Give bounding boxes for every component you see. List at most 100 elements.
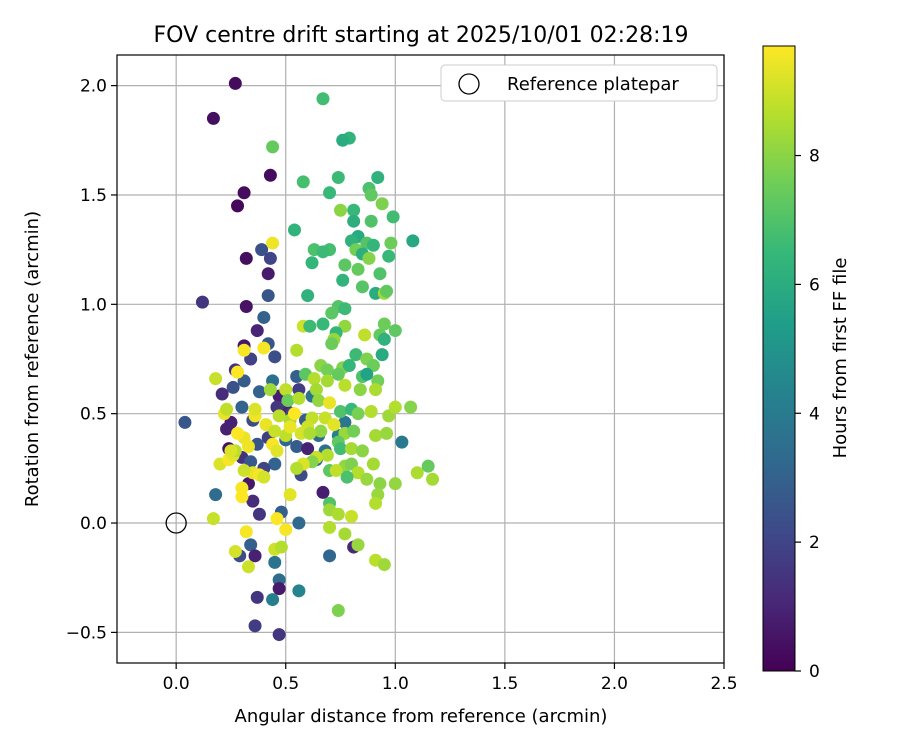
data-point — [388, 400, 402, 414]
data-point — [301, 289, 315, 303]
data-point — [380, 426, 394, 440]
data-point — [323, 186, 337, 200]
data-point — [316, 317, 330, 331]
data-point — [406, 234, 420, 248]
data-point — [303, 319, 317, 333]
data-point — [290, 343, 304, 357]
data-point — [338, 302, 352, 316]
data-point — [338, 258, 352, 272]
data-point — [347, 214, 361, 228]
data-point — [231, 199, 245, 213]
data-point — [287, 223, 301, 237]
data-point — [327, 418, 341, 432]
data-point — [395, 435, 409, 449]
grid-lines — [117, 55, 725, 663]
data-point — [292, 391, 306, 405]
data-point — [366, 457, 380, 471]
y-tick-label: −0.5 — [66, 623, 107, 643]
data-point — [281, 394, 295, 408]
colorbar-tick-label: 8 — [809, 147, 820, 167]
data-point — [325, 337, 339, 351]
legend-marker-reference — [458, 73, 480, 95]
data-point — [239, 251, 253, 265]
data-point — [426, 472, 440, 486]
data-point — [312, 394, 326, 408]
data-point — [215, 387, 229, 401]
data-point — [360, 472, 374, 486]
data-point — [377, 558, 391, 572]
y-tick-label: 2.0 — [80, 77, 107, 97]
data-point — [421, 459, 435, 473]
data-point — [349, 348, 363, 362]
data-point — [248, 402, 262, 416]
data-points — [165, 76, 440, 642]
data-point — [364, 404, 378, 418]
data-point — [334, 404, 348, 418]
data-point — [336, 273, 350, 287]
data-point — [305, 256, 319, 270]
data-point — [268, 350, 282, 364]
data-point — [386, 210, 400, 224]
data-point — [366, 238, 380, 252]
data-point — [268, 457, 282, 471]
data-point — [248, 549, 262, 563]
data-point — [255, 243, 269, 257]
y-axis-ticks: −0.5 0.0 0.5 1.0 1.5 2.0 — [66, 77, 117, 643]
data-point — [283, 420, 297, 434]
data-point — [283, 488, 297, 502]
data-point — [239, 300, 253, 314]
data-point — [250, 324, 264, 338]
data-point — [263, 383, 277, 397]
data-point — [239, 525, 253, 539]
data-point — [380, 284, 394, 298]
data-point — [344, 442, 358, 456]
data-point — [320, 374, 334, 388]
x-axis-label: Angular distance from reference (arcmin) — [235, 706, 608, 727]
data-point — [272, 628, 286, 642]
data-point — [314, 424, 328, 438]
x-axis-ticks: 0.0 0.5 1.0 1.5 2.0 2.5 — [163, 663, 738, 694]
data-point — [246, 494, 260, 508]
data-point — [355, 444, 369, 458]
data-point — [287, 407, 301, 421]
data-point — [268, 555, 282, 569]
data-point — [228, 544, 242, 558]
data-point — [241, 439, 255, 453]
legend-entry-reference: Reference platepar — [507, 74, 679, 95]
data-point — [257, 341, 271, 355]
y-tick-label: 1.0 — [80, 295, 107, 315]
data-point — [274, 540, 288, 554]
data-point — [325, 306, 339, 320]
y-tick-label: 1.5 — [80, 186, 107, 206]
data-point — [178, 415, 192, 429]
data-point — [351, 262, 365, 276]
data-point — [270, 512, 284, 526]
data-point — [338, 378, 352, 392]
data-point — [252, 385, 266, 399]
colorbar-tick-label: 6 — [809, 275, 820, 295]
x-tick-label: 0.5 — [272, 674, 299, 694]
x-tick-label: 1.0 — [382, 674, 409, 694]
data-point — [235, 400, 249, 414]
x-tick-label: 2.0 — [601, 674, 628, 694]
data-point — [360, 367, 374, 381]
data-point — [353, 383, 367, 397]
data-point — [261, 267, 275, 281]
data-point — [344, 509, 358, 523]
data-point — [220, 402, 234, 416]
data-point — [369, 429, 383, 443]
legend-box — [440, 64, 718, 102]
data-point — [237, 343, 251, 357]
data-point — [270, 444, 284, 458]
reference-point-marker — [165, 512, 187, 534]
data-point — [209, 372, 223, 386]
data-point — [206, 111, 220, 125]
data-point — [355, 280, 369, 294]
data-point — [362, 251, 376, 265]
data-point — [351, 407, 365, 421]
data-point — [388, 324, 402, 338]
data-point — [237, 464, 251, 478]
data-point — [384, 236, 398, 250]
y-axis-label: Rotation from reference (arcmin) — [22, 211, 43, 507]
